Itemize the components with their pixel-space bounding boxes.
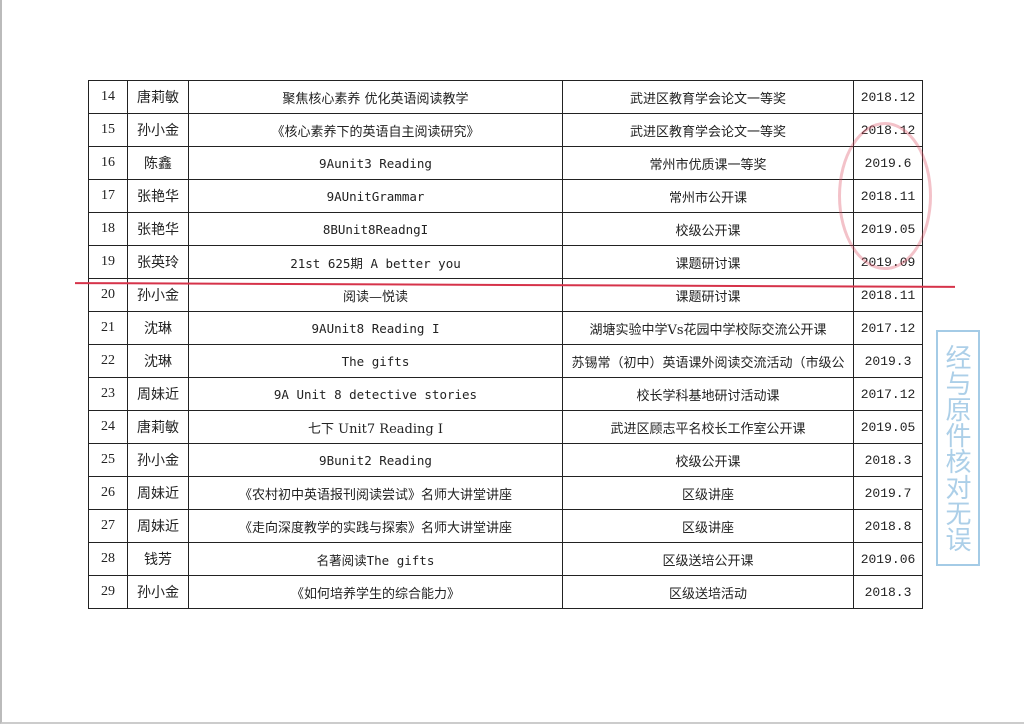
- activity-title: 9AUnit8 Reading I: [188, 311, 563, 345]
- awards-table: 14 唐莉敏 聚焦核心素养 优化英语阅读教学 武进区教育学会论文一等奖 2018.12 1…: [88, 80, 923, 609]
- award-level: 常州市优质课一等奖: [562, 146, 854, 180]
- teacher-name: 陈鑫: [127, 146, 189, 180]
- date-cell: 2019.06: [853, 542, 923, 576]
- activity-title: 聚焦核心素养 优化英语阅读教学: [188, 80, 563, 114]
- row-number: 16: [88, 146, 128, 180]
- award-level: 武进区教育学会论文一等奖: [562, 80, 854, 114]
- activity-title: 8BUnit8ReadngI: [188, 212, 563, 246]
- table-row: 21 沈琳 9AUnit8 Reading I 湖塘实验中学Vs花园中学校际交流公开课…: [88, 311, 923, 345]
- table-row: 24 唐莉敏 七下 Unit7 Reading I 武进区顾志平名校长工作室公开课 20…: [88, 410, 923, 444]
- row-number: 29: [88, 575, 128, 609]
- table-row: 23 周妹近 9A Unit 8 detective stories 校长学科基地研讨…: [88, 377, 923, 411]
- teacher-name: 周妹近: [127, 476, 189, 510]
- activity-title: 七下 Unit7 Reading I: [188, 410, 563, 444]
- row-number: 18: [88, 212, 128, 246]
- table-row: 15 孙小金 《核心素养下的英语自主阅读研究》 武进区教育学会论文一等奖 2018.12: [88, 113, 923, 147]
- activity-title: 《核心素养下的英语自主阅读研究》: [188, 113, 563, 147]
- award-level: 湖塘实验中学Vs花园中学校际交流公开课: [562, 311, 854, 345]
- table-row: 28 钱芳 名著阅读The gifts 区级送培公开课 2019.06: [88, 542, 923, 576]
- teacher-name: 孙小金: [127, 443, 189, 477]
- date-cell: 2019.05: [853, 410, 923, 444]
- teacher-name: 孙小金: [127, 113, 189, 147]
- award-level: 区级讲座: [562, 509, 854, 543]
- teacher-name: 周妹近: [127, 377, 189, 411]
- activity-title: 9A Unit 8 detective stories: [188, 377, 563, 411]
- award-level: 区级讲座: [562, 476, 854, 510]
- activity-title: 《走向深度教学的实践与探索》名师大讲堂讲座: [188, 509, 563, 543]
- teacher-name: 沈琳: [127, 311, 189, 345]
- row-number: 26: [88, 476, 128, 510]
- award-level: 苏锡常（初中）英语课外阅读交流活动（市级公: [562, 344, 854, 378]
- table-row: 29 孙小金 《如何培养学生的综合能力》 区级送培活动 2018.3: [88, 575, 923, 609]
- date-cell: 2019.3: [853, 344, 923, 378]
- date-cell: 2018.12: [853, 80, 923, 114]
- table-row: 18 张艳华 8BUnit8ReadngI 校级公开课 2019.05: [88, 212, 923, 246]
- date-cell: 2018.3: [853, 575, 923, 609]
- activity-title: 名著阅读The gifts: [188, 542, 563, 576]
- teacher-name: 唐莉敏: [127, 80, 189, 114]
- verification-stamp: 经与原件核对无误: [936, 330, 980, 566]
- row-number: 28: [88, 542, 128, 576]
- row-number: 24: [88, 410, 128, 444]
- teacher-name: 张艳华: [127, 212, 189, 246]
- award-level: 武进区教育学会论文一等奖: [562, 113, 854, 147]
- table-row: 25 孙小金 9Bunit2 Reading 校级公开课 2018.3: [88, 443, 923, 477]
- row-number: 14: [88, 80, 128, 114]
- teacher-name: 孙小金: [127, 575, 189, 609]
- table-row: 14 唐莉敏 聚焦核心素养 优化英语阅读教学 武进区教育学会论文一等奖 2018.12: [88, 80, 923, 114]
- row-number: 25: [88, 443, 128, 477]
- date-cell: 2018.8: [853, 509, 923, 543]
- award-level: 校长学科基地研讨活动课: [562, 377, 854, 411]
- award-level: 常州市公开课: [562, 179, 854, 213]
- red-seal-stamp: [838, 122, 932, 270]
- activity-title: 《农村初中英语报刊阅读尝试》名师大讲堂讲座: [188, 476, 563, 510]
- activity-title: 《如何培养学生的综合能力》: [188, 575, 563, 609]
- table-row: 26 周妹近 《农村初中英语报刊阅读尝试》名师大讲堂讲座 区级讲座 2019.7: [88, 476, 923, 510]
- teacher-name: 周妹近: [127, 509, 189, 543]
- teacher-name: 张英玲: [127, 245, 189, 279]
- row-number: 19: [88, 245, 128, 279]
- teacher-name: 沈琳: [127, 344, 189, 378]
- award-level: 课题研讨课: [562, 245, 854, 279]
- row-number: 17: [88, 179, 128, 213]
- activity-title: 9AUnitGrammar: [188, 179, 563, 213]
- award-level: 校级公开课: [562, 443, 854, 477]
- date-cell: 2018.11: [853, 278, 923, 312]
- activity-title: The gifts: [188, 344, 563, 378]
- activity-title: 9Aunit3 Reading: [188, 146, 563, 180]
- award-level: 武进区顾志平名校长工作室公开课: [562, 410, 854, 444]
- award-level: 校级公开课: [562, 212, 854, 246]
- date-cell: 2018.3: [853, 443, 923, 477]
- date-cell: 2017.12: [853, 311, 923, 345]
- row-number: 22: [88, 344, 128, 378]
- activity-title: 9Bunit2 Reading: [188, 443, 563, 477]
- table-row: 19 张英玲 21st 625期 A better you 课题研讨课 2019.09: [88, 245, 923, 279]
- teacher-name: 唐莉敏: [127, 410, 189, 444]
- award-level: 区级送培活动: [562, 575, 854, 609]
- row-number: 27: [88, 509, 128, 543]
- row-number: 23: [88, 377, 128, 411]
- blue-faint-mark: [790, 318, 860, 348]
- table-row: 22 沈琳 The gifts 苏锡常（初中）英语课外阅读交流活动（市级公 2019.3: [88, 344, 923, 378]
- activity-title: 21st 625期 A better you: [188, 245, 563, 279]
- teacher-name: 张艳华: [127, 179, 189, 213]
- row-number: 15: [88, 113, 128, 147]
- table-row: 16 陈鑫 9Aunit3 Reading 常州市优质课一等奖 2019.6: [88, 146, 923, 180]
- table-row: 27 周妹近 《走向深度教学的实践与探索》名师大讲堂讲座 区级讲座 2018.8: [88, 509, 923, 543]
- date-cell: 2017.12: [853, 377, 923, 411]
- award-level: 区级送培公开课: [562, 542, 854, 576]
- table-row: 17 张艳华 9AUnitGrammar 常州市公开课 2018.11: [88, 179, 923, 213]
- date-cell: 2019.7: [853, 476, 923, 510]
- teacher-name: 钱芳: [127, 542, 189, 576]
- row-number: 21: [88, 311, 128, 345]
